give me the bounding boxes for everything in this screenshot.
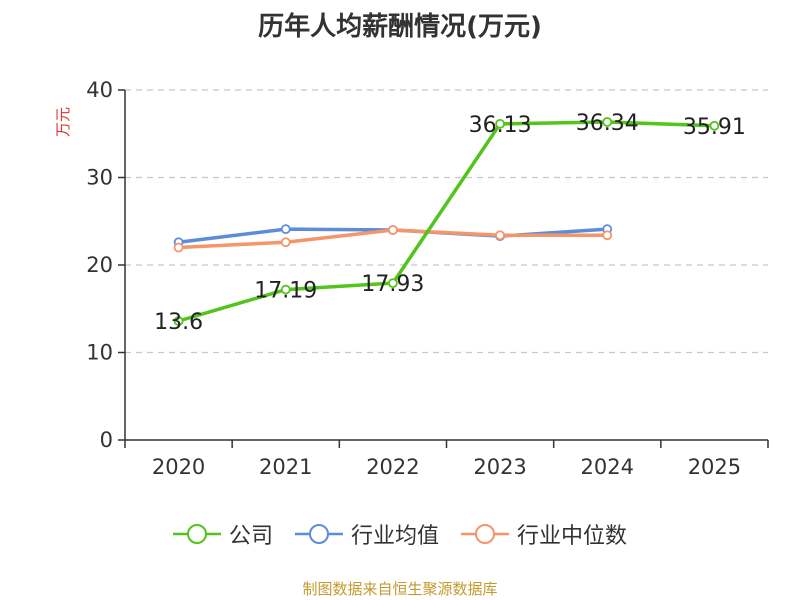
data-point (280, 284, 291, 295)
grid-lines (125, 89, 768, 354)
data-label: 36.34 (576, 111, 639, 136)
legend-swatch (172, 524, 221, 544)
data-point (602, 230, 613, 241)
y-tick-label: 0 (100, 428, 113, 452)
series-line-0 (178, 120, 715, 323)
legend-label: 行业中位数 (517, 524, 628, 549)
chart-title: 历年人均薪酬情况(万元) (258, 12, 542, 42)
series-lines (173, 117, 720, 326)
axes: 0 10 20 30 40 2020 2021 2022 2023 2024 2025 (86, 78, 769, 479)
legend-item-2[interactable]: 行业中位数 (461, 518, 627, 550)
y-tick-label: 40 (86, 78, 113, 102)
legend-item-1[interactable]: 行业均值 (294, 518, 439, 550)
y-axis-label: 万元 (54, 107, 72, 137)
data-label: 13.6 (154, 310, 203, 335)
source-note: 制图数据来自恒生聚源数据库 (302, 580, 498, 598)
y-tick-label: 20 (86, 253, 113, 277)
y-tick-label: 10 (86, 341, 113, 365)
x-tick-label: 2021 (259, 455, 312, 479)
data-labels: 13.6 17.19 17.93 36.13 36.34 35.91 (154, 111, 746, 335)
data-label: 36.13 (469, 113, 532, 138)
x-tick-label: 2023 (473, 455, 526, 479)
data-point (388, 278, 398, 289)
data-point (495, 118, 505, 129)
data-point (602, 117, 613, 127)
data-point (173, 316, 184, 326)
data-point (388, 225, 398, 235)
x-tick-label: 2024 (581, 455, 634, 479)
x-tick-label: 2022 (366, 455, 419, 479)
data-point (173, 242, 184, 253)
data-point (709, 120, 720, 131)
x-tick-label: 2020 (152, 455, 205, 479)
legend-item-0[interactable]: 公司 (172, 518, 273, 550)
data-point (280, 237, 291, 248)
data-label: 17.93 (361, 272, 424, 297)
legend-label: 行业均值 (350, 524, 439, 549)
data-label: 35.91 (683, 115, 746, 140)
data-point (495, 230, 505, 241)
data-label: 17.19 (254, 279, 317, 304)
legend-label: 公司 (228, 524, 273, 549)
x-tick-label: 2025 (688, 455, 741, 479)
legend: 公司 行业均值 行业中位数 (0, 518, 800, 550)
data-point (280, 224, 291, 235)
legend-swatch (461, 524, 509, 544)
legend-swatch (294, 524, 343, 544)
y-tick-label: 30 (86, 166, 113, 190)
